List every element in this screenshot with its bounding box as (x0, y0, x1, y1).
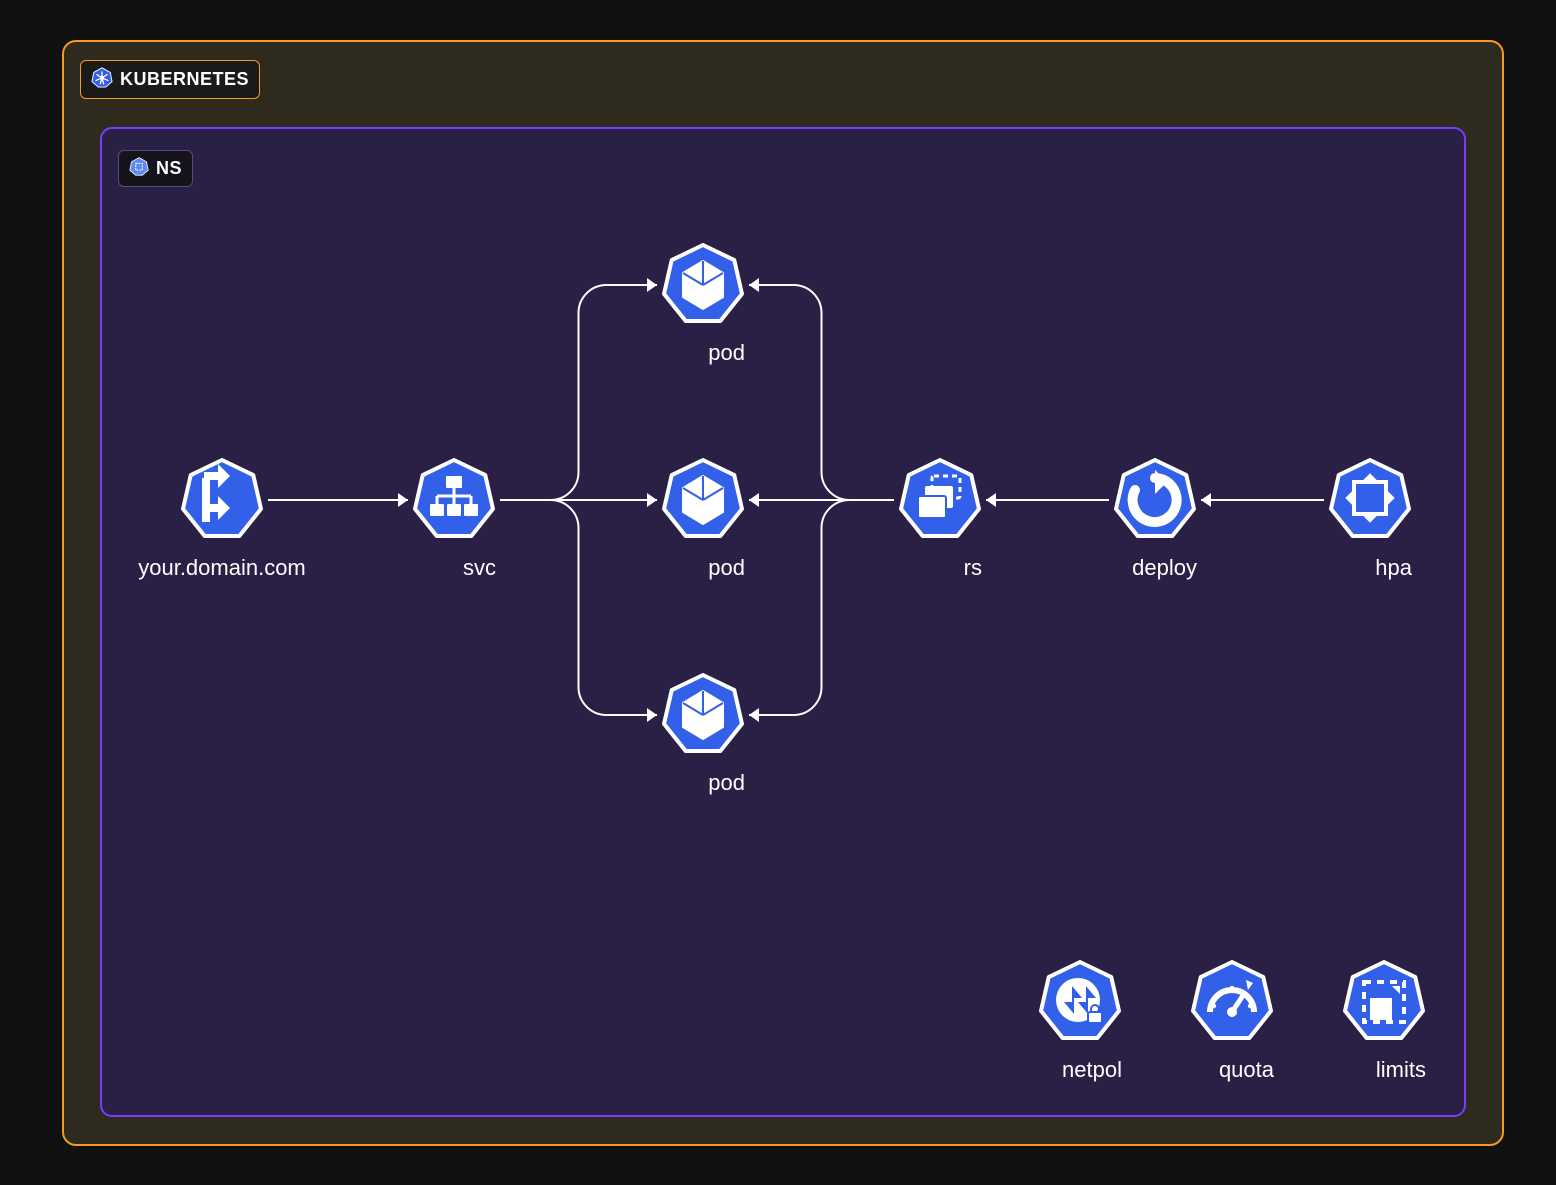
netpol-icon (1038, 960, 1122, 1044)
limits-icon (1342, 960, 1426, 1044)
node-svc: svc (412, 458, 496, 581)
pod-icon (661, 243, 745, 327)
pod-icon (661, 458, 745, 542)
ingress-icon (180, 458, 264, 542)
node-label-quota: quota (1219, 1057, 1274, 1083)
diagram-canvas: KUBERNETES NS your.domain.com svc pod pod po… (0, 0, 1556, 1185)
deploy-icon (1113, 458, 1197, 542)
node-rs: rs (898, 458, 982, 581)
kubernetes-wheel-icon (91, 66, 113, 93)
rs-icon (898, 458, 982, 542)
node-label-netpol: netpol (1062, 1057, 1122, 1083)
kubernetes-badge-label: KUBERNETES (120, 69, 249, 90)
namespace-badge-label: NS (156, 158, 182, 179)
kubernetes-badge: KUBERNETES (80, 60, 260, 99)
namespace-badge: NS (118, 150, 193, 187)
hpa-icon (1328, 458, 1412, 542)
node-label-ingress: your.domain.com (138, 555, 306, 581)
node-label-rs: rs (964, 555, 982, 581)
node-netpol: netpol (1038, 960, 1122, 1083)
pod-icon (661, 673, 745, 757)
node-label-pod2: pod (708, 555, 745, 581)
node-hpa: hpa (1328, 458, 1412, 581)
quota-icon (1190, 960, 1274, 1044)
node-quota: quota (1190, 960, 1274, 1083)
node-label-pod3: pod (708, 770, 745, 796)
node-label-limits: limits (1376, 1057, 1426, 1083)
node-label-deploy: deploy (1132, 555, 1197, 581)
node-limits: limits (1342, 960, 1426, 1083)
node-label-svc: svc (463, 555, 496, 581)
node-deploy: deploy (1113, 458, 1197, 581)
node-pod3: pod (661, 673, 745, 796)
node-ingress: your.domain.com (180, 458, 264, 581)
node-label-hpa: hpa (1375, 555, 1412, 581)
node-pod1: pod (661, 243, 745, 366)
node-label-pod1: pod (708, 340, 745, 366)
svc-icon (412, 458, 496, 542)
namespace-icon (129, 156, 149, 181)
node-pod2: pod (661, 458, 745, 581)
